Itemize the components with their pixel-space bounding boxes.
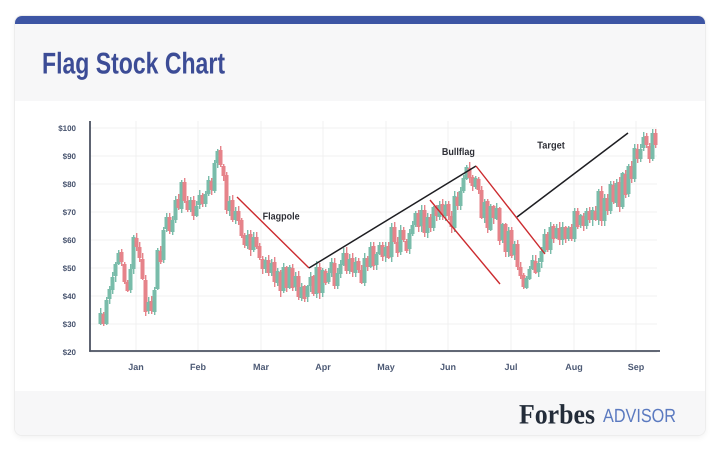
svg-text:May: May (377, 362, 395, 372)
svg-text:Bullflag: Bullflag (442, 147, 475, 158)
svg-text:Aug: Aug (565, 362, 583, 372)
svg-text:Flagpole: Flagpole (263, 212, 300, 223)
svg-text:Flag Stock Chart: Flag Stock Chart (42, 48, 225, 81)
svg-text:Forbes: Forbes (519, 400, 595, 431)
svg-text:$80: $80 (63, 180, 77, 189)
svg-text:Jan: Jan (128, 362, 144, 372)
svg-text:Sep: Sep (628, 362, 645, 372)
svg-text:Jun: Jun (440, 362, 456, 372)
svg-text:$40: $40 (63, 292, 77, 301)
svg-text:$30: $30 (63, 320, 77, 329)
svg-text:Apr: Apr (315, 362, 331, 372)
svg-text:$100: $100 (58, 124, 76, 133)
svg-text:$20: $20 (63, 348, 77, 357)
svg-text:Feb: Feb (190, 362, 207, 372)
svg-text:Target: Target (537, 141, 565, 152)
svg-text:Mar: Mar (253, 362, 270, 372)
svg-text:ADVISOR: ADVISOR (603, 406, 676, 427)
svg-text:$50: $50 (63, 264, 77, 273)
svg-text:$90: $90 (63, 152, 77, 161)
svg-text:$70: $70 (63, 208, 77, 217)
svg-text:$60: $60 (63, 236, 77, 245)
svg-text:Jul: Jul (504, 362, 517, 372)
